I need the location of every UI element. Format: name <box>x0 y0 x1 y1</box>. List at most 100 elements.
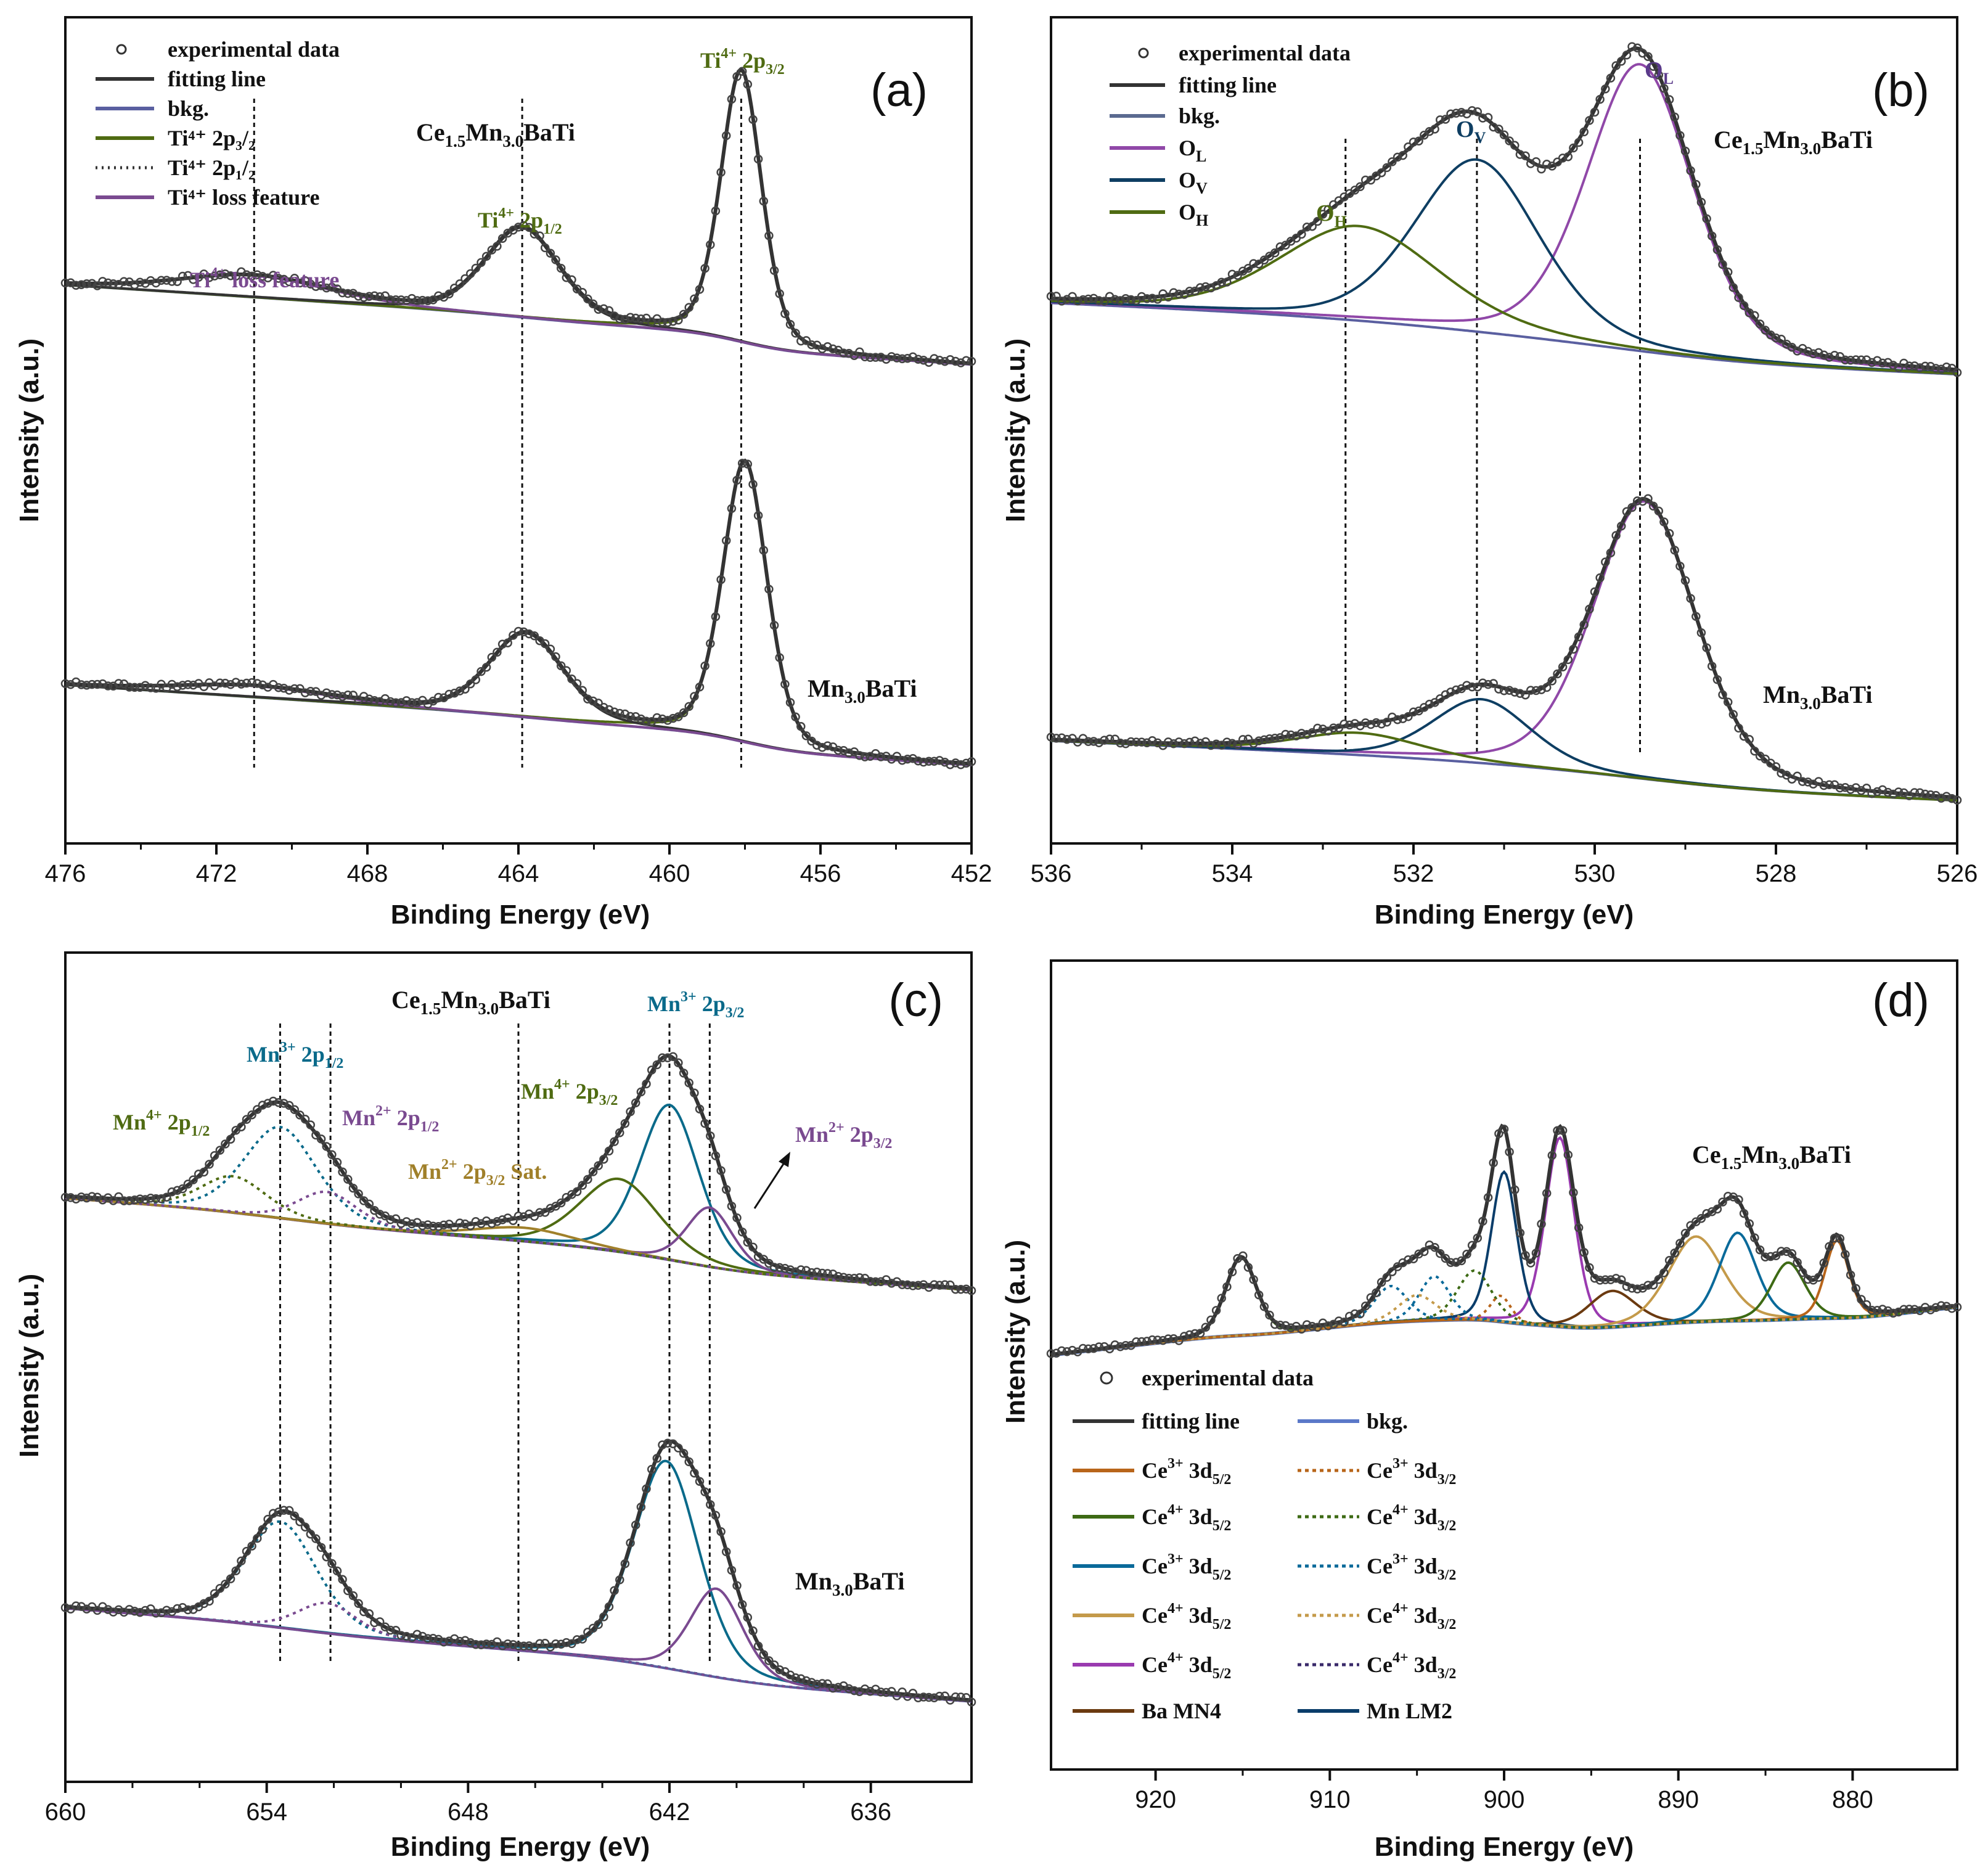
experimental-point <box>189 680 198 690</box>
experimental-point <box>690 294 699 303</box>
experimental-point <box>1126 737 1135 747</box>
x-tick-label: 636 <box>850 1798 891 1826</box>
experimental-point <box>1227 1267 1237 1277</box>
experimental-point <box>1243 1263 1253 1272</box>
experimental-point <box>1819 1258 1829 1268</box>
experimental-point <box>695 285 705 294</box>
experimental-point <box>642 1484 651 1493</box>
experimental-point <box>98 679 107 689</box>
experimental-point <box>828 1269 838 1279</box>
experimental-point <box>743 459 753 469</box>
experimental-point <box>1750 747 1759 756</box>
experimental-point <box>1510 1185 1520 1195</box>
experimental-point <box>716 168 726 177</box>
experimental-point <box>1227 739 1237 748</box>
experimental-point <box>1611 531 1621 540</box>
experimental-point <box>823 741 832 750</box>
experimental-point <box>1595 94 1605 104</box>
experimental-point <box>1851 355 1860 364</box>
experimental-point <box>370 696 379 705</box>
experimental-point <box>525 629 534 639</box>
experimental-point <box>706 1500 715 1509</box>
experimental-point <box>801 1266 811 1275</box>
experimental-point <box>1100 297 1109 306</box>
panel-c-frame <box>64 951 973 1783</box>
experimental-point <box>1632 43 1642 53</box>
experimental-point <box>199 1599 209 1609</box>
experimental-point <box>935 355 944 365</box>
experimental-point <box>620 1118 630 1128</box>
experimental-point <box>817 743 827 752</box>
experimental-point <box>902 1280 912 1290</box>
experimental-point <box>497 1215 507 1224</box>
experimental-point <box>332 1157 342 1167</box>
panel-d-y-axis-label: Intensity (a.u.) <box>1000 1240 1031 1424</box>
experimental-point <box>407 698 417 707</box>
experimental-point <box>1755 319 1765 329</box>
experimental-point <box>1121 294 1131 303</box>
experimental-point <box>876 752 886 761</box>
experimental-point <box>412 698 422 707</box>
experimental-point <box>423 1220 433 1229</box>
experimental-point <box>801 731 811 740</box>
experimental-point <box>402 1217 411 1226</box>
experimental-point <box>663 1053 673 1062</box>
experimental-point <box>503 638 512 647</box>
experimental-point <box>636 1502 646 1512</box>
experimental-point <box>1920 789 1930 799</box>
experimental-point <box>460 684 470 694</box>
experimental-point <box>1414 1249 1423 1259</box>
experimental-point <box>695 683 705 692</box>
experimental-point <box>327 1150 337 1160</box>
experimental-point <box>679 708 689 718</box>
experimental-point <box>1307 221 1317 231</box>
panel-a-y-axis-label: Intensity (a.u.) <box>14 338 44 522</box>
experimental-point <box>764 1656 774 1665</box>
experimental-point <box>1100 736 1109 745</box>
experimental-point <box>721 131 731 141</box>
experimental-point <box>1084 737 1093 747</box>
experimental-point <box>1616 522 1626 531</box>
experimental-point <box>290 1105 300 1115</box>
experimental-point <box>258 272 268 281</box>
experimental-point <box>668 1439 678 1448</box>
experimental-point <box>1376 1277 1386 1287</box>
experimental-point <box>615 314 624 324</box>
experimental-point <box>556 263 566 273</box>
experimental-point <box>465 269 475 279</box>
experimental-point <box>823 342 832 351</box>
experimental-point <box>1873 1305 1882 1315</box>
experimental-point <box>1766 1252 1775 1261</box>
experimental-point <box>477 258 486 267</box>
experimental-point <box>327 282 337 292</box>
experimental-point <box>471 1217 481 1226</box>
experimental-point <box>1707 231 1717 241</box>
experimental-point <box>583 694 592 704</box>
experimental-point <box>1142 738 1151 748</box>
experimental-point <box>759 1650 769 1659</box>
legend-label-experimental: experimental data <box>1179 41 1351 65</box>
experimental-point <box>1393 715 1402 724</box>
experimental-point <box>157 1194 166 1204</box>
experimental-point <box>1254 736 1264 745</box>
experimental-point <box>780 309 790 318</box>
experimental-point <box>801 1676 811 1686</box>
experimental-point <box>1179 739 1189 748</box>
experimental-point <box>700 1118 710 1128</box>
experimental-point <box>1078 1343 1088 1353</box>
experimental-point <box>1947 794 1957 803</box>
experimental-point <box>359 293 369 302</box>
experimental-point <box>796 336 806 346</box>
experimental-point <box>967 1697 976 1707</box>
experimental-point <box>423 1634 433 1643</box>
experimental-point <box>173 277 182 286</box>
experimental-point <box>1531 1249 1541 1258</box>
experimental-point <box>690 1469 699 1478</box>
experimental-point <box>956 1692 965 1702</box>
experimental-point <box>567 674 576 684</box>
experimental-point <box>525 1641 534 1651</box>
experimental-point <box>434 291 443 300</box>
experimental-point <box>962 1692 971 1702</box>
legend-label-ce4-3d52-c: Ce4+ 3d5/2 <box>1142 1650 1231 1682</box>
experimental-point <box>525 1209 534 1219</box>
